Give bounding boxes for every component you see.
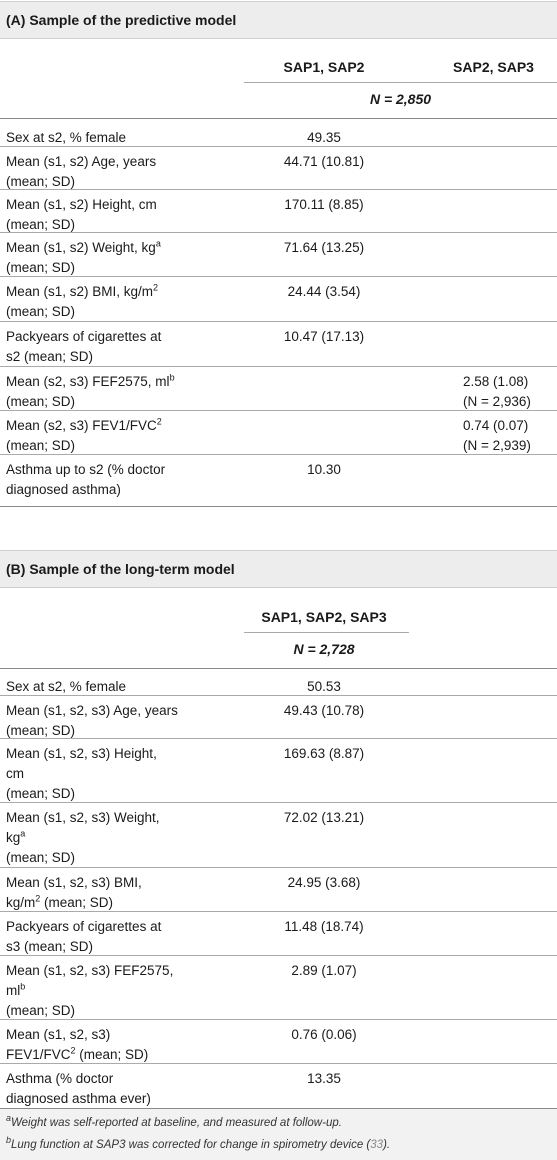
col-sap2-sap3: SAP2, SAP3: [453, 59, 534, 75]
row-divider: [0, 321, 557, 322]
col-sap1-sap2-sap3: SAP1, SAP2, SAP3: [261, 609, 387, 625]
row-b-value: 0.76 (0.06): [291, 1027, 357, 1042]
col-sap1-sap2: SAP1, SAP2: [283, 59, 365, 75]
row-b-label: Asthma (% doctor diagnosed asthma ever): [6, 1071, 151, 1106]
section-a-title: (A) Sample of the predictive model: [0, 1, 557, 39]
section-a-end-rule: [0, 506, 557, 507]
row-divider: [0, 1063, 557, 1064]
row-b-label: Sex at s2, % female: [6, 679, 127, 694]
row-a-value-sap1-sap2: 71.64 (13.25): [283, 240, 365, 255]
row-a-value-sap1-sap2: 10.30: [307, 462, 341, 477]
row-b-label: Mean (s1, s2, s3) Weight, kga (mean; SD): [6, 810, 160, 865]
row-b-label: Mean (s1, s2, s3) FEV1/FVC2 (mean; SD): [6, 1027, 149, 1062]
row-b-value: 72.02 (13.21): [283, 810, 365, 825]
row-divider: [0, 1019, 557, 1020]
row-a-label: Mean (s2, s3) FEV1/FVC2 (mean; SD): [6, 416, 162, 453]
row-divider: [0, 189, 557, 190]
row-divider: [0, 802, 557, 803]
row-a-label: Sex at s2, % female: [6, 130, 127, 145]
footnote-area: [0, 1109, 557, 1160]
row-a-label: Mean (s1, s2) Weight, kga (mean; SD): [6, 238, 161, 275]
row-divider: [0, 738, 557, 739]
row-b-value: 13.35: [307, 1071, 341, 1086]
footnote-b: bLung function at SAP3 was corrected for…: [6, 1135, 391, 1151]
row-b-value: 169.63 (8.87): [283, 746, 365, 761]
reference-link[interactable]: 33: [370, 1139, 384, 1151]
row-divider: [0, 276, 557, 277]
row-a-value-sap1-sap2: 24.44 (3.54): [287, 284, 361, 299]
row-b-value: 2.89 (1.07): [291, 963, 357, 978]
n-total-a: N = 2,850: [369, 91, 432, 107]
header-rule-b: [244, 632, 409, 633]
row-divider: [0, 410, 557, 411]
section-b-end-rule: [0, 1108, 557, 1109]
row-divider: [0, 867, 557, 868]
section-a-rule: [0, 118, 557, 119]
row-b-label: Mean (s1, s2, s3) Age, years (mean; SD): [6, 703, 178, 738]
row-divider: [0, 955, 557, 956]
row-b-value: 11.48 (18.74): [284, 919, 364, 934]
row-b-value: 50.53: [307, 679, 341, 694]
row-a-value-sap2-sap3: 0.74 (0.07) (N = 2,939): [463, 418, 531, 453]
row-a-value-sap1-sap2: 170.11 (8.85): [284, 197, 364, 212]
section-b-title: (B) Sample of the long-term model: [0, 550, 557, 588]
row-b-value: 49.43 (10.78): [283, 703, 365, 718]
row-a-label: Mean (s1, s2) Height, cm (mean; SD): [6, 197, 157, 232]
row-b-label: Mean (s1, s2, s3) Height, cm (mean; SD): [6, 746, 157, 801]
row-a-label: Packyears of cigarettes at s2 (mean; SD): [6, 329, 162, 364]
row-a-value-sap1-sap2: 44.71 (10.81): [283, 154, 365, 169]
n-total-b: N = 2,728: [293, 641, 355, 657]
row-divider: [0, 146, 557, 147]
row-a-value-sap1-sap2: 49.35: [307, 130, 341, 145]
row-divider: [0, 454, 557, 455]
row-divider: [0, 366, 557, 367]
row-divider: [0, 911, 557, 912]
section-b-rule: [0, 668, 557, 669]
row-a-label: Mean (s1, s2) Age, years (mean; SD): [6, 154, 157, 189]
footnote-a: aWeight was self-reported at baseline, a…: [6, 1113, 342, 1129]
row-b-value: 24.95 (3.68): [287, 875, 361, 890]
row-a-label: Asthma up to s2 (% doctor diagnosed asthm…: [6, 462, 166, 497]
row-a-value-sap2-sap3: 2.58 (1.08) (N = 2,936): [463, 374, 531, 409]
row-b-label: Mean (s1, s2, s3) FEF2575, mlb (mean; SD): [6, 963, 174, 1018]
row-b-label: Mean (s1, s2, s3) BMI, kg/m2 (mean; SD): [6, 875, 142, 910]
row-divider: [0, 695, 557, 696]
row-a-label: Mean (s2, s3) FEF2575, mlb (mean; SD): [6, 372, 175, 409]
row-a-label: Mean (s1, s2) BMI, kg/m2 (mean; SD): [6, 282, 159, 319]
header-rule: [244, 82, 557, 83]
row-b-label: Packyears of cigarettes at s3 (mean; SD): [6, 919, 162, 954]
row-a-value-sap1-sap2: 10.47 (17.13): [283, 329, 365, 344]
row-divider: [0, 232, 557, 233]
